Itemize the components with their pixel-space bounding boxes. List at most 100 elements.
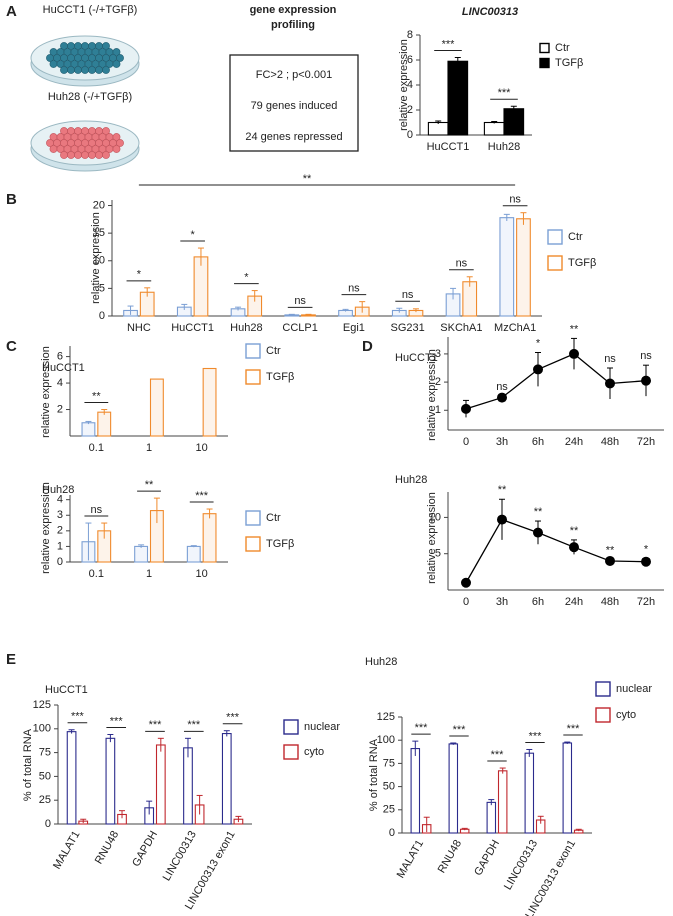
y-tick-label: 75 xyxy=(383,757,395,769)
y-tick-label: 5 xyxy=(99,282,105,294)
x-tick-label: MzChA1 xyxy=(494,322,536,334)
bar xyxy=(97,411,112,437)
x-tick-label: 48h xyxy=(601,596,619,608)
y-tick-label: 4 xyxy=(407,79,413,91)
x-tick-label: NHC xyxy=(127,322,151,334)
error-bar xyxy=(564,741,571,744)
profiling-line: 24 genes repressed xyxy=(245,131,342,143)
bar xyxy=(155,744,166,825)
error-bar xyxy=(190,545,197,548)
error-bar xyxy=(305,313,312,316)
legend-swatch xyxy=(245,536,261,552)
error-bar xyxy=(235,815,242,823)
significance-label: *** xyxy=(567,723,581,735)
bar xyxy=(202,367,217,437)
error-bar xyxy=(491,121,498,124)
x-tick-label: 3h xyxy=(496,436,508,448)
profiling-title: gene expression xyxy=(250,4,337,16)
error-bar xyxy=(101,522,108,539)
x-tick-label: 1 xyxy=(146,442,152,454)
error-bar xyxy=(450,742,457,745)
legend-swatch xyxy=(547,255,563,271)
error-bar xyxy=(85,522,92,561)
cell xyxy=(81,151,89,159)
panel-label: D xyxy=(362,338,373,355)
legend-label: Ctr xyxy=(266,512,281,524)
y-tick-label: 1 xyxy=(435,404,441,416)
y-axis-label: relative expression xyxy=(426,349,438,441)
x-tick-label: HuCCT1 xyxy=(171,322,214,334)
significance-label: * xyxy=(244,271,249,283)
significance-label: *** xyxy=(529,730,543,742)
cell xyxy=(112,60,121,68)
y-tick-label: 3 xyxy=(57,509,63,521)
bar xyxy=(448,743,459,834)
point xyxy=(497,392,507,403)
significance-label: ** xyxy=(570,323,579,335)
error-bar xyxy=(423,816,430,833)
y-tick-label: 15 xyxy=(93,227,105,239)
y-tick-label: 2 xyxy=(57,403,63,415)
error-bar xyxy=(412,308,419,313)
error-bar xyxy=(359,301,366,313)
cell xyxy=(60,151,68,159)
error-bar xyxy=(396,307,403,313)
y-tick-label: 50 xyxy=(39,770,51,782)
significance-label: * xyxy=(644,544,649,556)
x-tick-label: SG231 xyxy=(391,322,425,334)
error-bar xyxy=(520,212,527,225)
significance-label: * xyxy=(190,229,195,241)
chart-title: HuCCT1 xyxy=(45,684,88,696)
x-tick-label: 10 xyxy=(196,442,208,454)
y-tick-label: 0 xyxy=(407,129,413,141)
error-bar xyxy=(251,290,258,302)
significance-label: ** xyxy=(534,506,543,518)
cell xyxy=(112,133,121,141)
significance-label: *** xyxy=(226,712,240,724)
y-tick-label: 0 xyxy=(45,818,51,830)
panel-label: B xyxy=(6,191,17,208)
significance-label: *** xyxy=(442,38,456,50)
significance-label: ns xyxy=(640,350,652,362)
legend-label: TGFβ xyxy=(266,538,294,550)
y-tick-label: 100 xyxy=(33,723,51,735)
cell xyxy=(102,42,110,50)
legend-swatch xyxy=(595,707,611,723)
cell-line-label: Huh28 (-/+TGFβ) xyxy=(48,91,132,103)
error-bar xyxy=(537,815,544,824)
significance-label: * xyxy=(137,269,142,281)
significance-label: *** xyxy=(453,724,467,736)
profiling-line: 79 genes induced xyxy=(251,100,338,112)
x-tick-label: Egi1 xyxy=(343,322,365,334)
y-axis-label: relative expression xyxy=(398,39,410,131)
significance-label: ns xyxy=(294,295,306,307)
significance-label: ** xyxy=(498,484,507,496)
y-tick-label: 10 xyxy=(429,511,441,523)
legend-swatch xyxy=(245,369,261,385)
legend-label: Ctr xyxy=(266,345,281,357)
error-bar xyxy=(461,827,468,831)
x-tick-label: Huh28 xyxy=(488,141,520,153)
bar xyxy=(562,742,573,834)
x-tick-label: LINC00313 xyxy=(502,838,540,892)
cell xyxy=(67,151,75,159)
cell xyxy=(88,66,96,74)
x-tick-label: 0 xyxy=(463,596,469,608)
y-axis-label: relative expression xyxy=(90,212,102,304)
y-tick-label: 100 xyxy=(377,734,395,746)
significance-label: ** xyxy=(303,173,312,185)
legend-label: Ctr xyxy=(568,231,583,243)
x-tick-label: 48h xyxy=(601,436,619,448)
error-bar xyxy=(288,313,295,316)
bar xyxy=(427,121,449,136)
legend-label: TGFβ xyxy=(555,57,583,69)
point xyxy=(461,577,471,588)
y-tick-label: 0 xyxy=(99,310,105,322)
error-bar xyxy=(510,105,517,112)
panel-label: C xyxy=(6,338,17,355)
error-bar xyxy=(466,276,473,287)
legend-swatch xyxy=(283,744,299,760)
x-tick-label: 0.1 xyxy=(89,442,104,454)
significance-label: ns xyxy=(456,258,468,270)
